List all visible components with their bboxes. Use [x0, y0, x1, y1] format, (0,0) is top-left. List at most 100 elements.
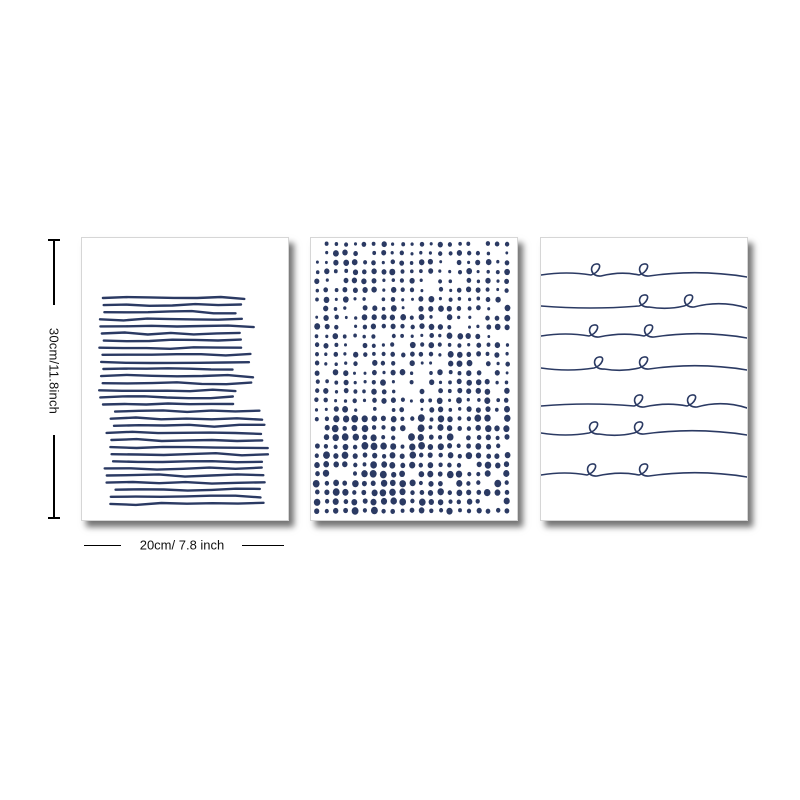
dot	[456, 499, 461, 505]
dot	[353, 251, 358, 257]
dot	[343, 387, 349, 394]
dot	[446, 314, 453, 321]
dot	[323, 287, 329, 293]
dot	[354, 324, 358, 329]
dot	[390, 305, 397, 312]
dot	[496, 259, 500, 264]
brush-line	[101, 381, 253, 386]
dot	[456, 462, 462, 468]
dot	[382, 288, 386, 292]
dot	[333, 259, 339, 266]
dot	[485, 351, 490, 357]
dot	[314, 278, 320, 285]
brush-line	[109, 445, 269, 450]
dot	[418, 480, 423, 486]
dot	[429, 242, 433, 246]
dot	[418, 313, 425, 321]
dot	[408, 433, 415, 441]
dot	[503, 497, 510, 505]
dot	[420, 407, 424, 411]
dot	[418, 507, 425, 514]
dot	[399, 407, 405, 413]
dot	[333, 406, 339, 412]
brush-line	[102, 302, 243, 307]
brush-line	[105, 430, 263, 436]
dot	[474, 414, 482, 422]
dot	[324, 362, 328, 366]
loop-line	[541, 394, 747, 409]
dot	[372, 397, 377, 403]
dot	[429, 371, 433, 375]
dot	[466, 388, 472, 395]
dot-grid-art	[312, 241, 511, 515]
dot	[352, 490, 357, 495]
dot	[467, 297, 472, 302]
dot	[351, 259, 358, 266]
dot	[456, 306, 462, 311]
dot	[437, 369, 443, 376]
dot	[465, 286, 472, 293]
brush-line	[110, 437, 264, 443]
dot	[410, 269, 414, 274]
dot	[505, 361, 510, 367]
dot	[485, 297, 491, 303]
dot	[362, 287, 368, 293]
dot	[504, 324, 510, 331]
dot	[418, 259, 425, 266]
dot	[342, 415, 350, 423]
dot	[389, 479, 396, 487]
dot	[409, 379, 414, 385]
dot	[504, 380, 509, 385]
dot	[428, 425, 433, 430]
dot	[486, 443, 492, 450]
dot	[351, 277, 358, 284]
dot	[323, 461, 330, 468]
dot	[448, 407, 453, 412]
dot	[389, 452, 396, 459]
dot	[447, 242, 453, 247]
dot	[439, 508, 444, 513]
dot	[351, 498, 358, 506]
dot	[379, 489, 387, 497]
loop-line	[541, 294, 747, 310]
dot	[486, 453, 492, 459]
dot	[476, 461, 482, 468]
dot	[447, 490, 452, 496]
dot	[485, 434, 491, 441]
dot	[419, 278, 423, 283]
dot	[341, 451, 349, 459]
dot	[436, 397, 443, 404]
dot	[496, 361, 500, 366]
dot	[475, 387, 482, 394]
dot	[323, 451, 330, 459]
height-marker-bottom-cap	[48, 517, 60, 519]
dot	[362, 434, 368, 441]
dot	[390, 508, 396, 514]
dot	[400, 508, 405, 513]
dot	[466, 508, 472, 514]
dot	[371, 380, 376, 385]
dot	[496, 287, 500, 292]
dot	[353, 462, 358, 468]
dot	[314, 342, 320, 348]
dot	[381, 397, 387, 404]
width-dimension-label: 20cm/ 7.8 inch	[139, 537, 225, 553]
dot	[342, 334, 347, 339]
dot	[332, 250, 339, 257]
dot	[429, 361, 433, 365]
dot	[484, 388, 491, 395]
dot	[457, 387, 463, 394]
dot	[370, 506, 378, 515]
dot	[380, 479, 388, 487]
dot	[323, 434, 330, 441]
dot	[466, 435, 471, 441]
dot	[504, 260, 510, 266]
dot	[352, 444, 358, 450]
dot	[370, 461, 377, 469]
dot	[419, 452, 424, 458]
dot	[504, 278, 510, 285]
dot	[399, 369, 406, 376]
dot	[496, 279, 500, 283]
dot	[362, 452, 368, 458]
dot	[438, 279, 443, 284]
